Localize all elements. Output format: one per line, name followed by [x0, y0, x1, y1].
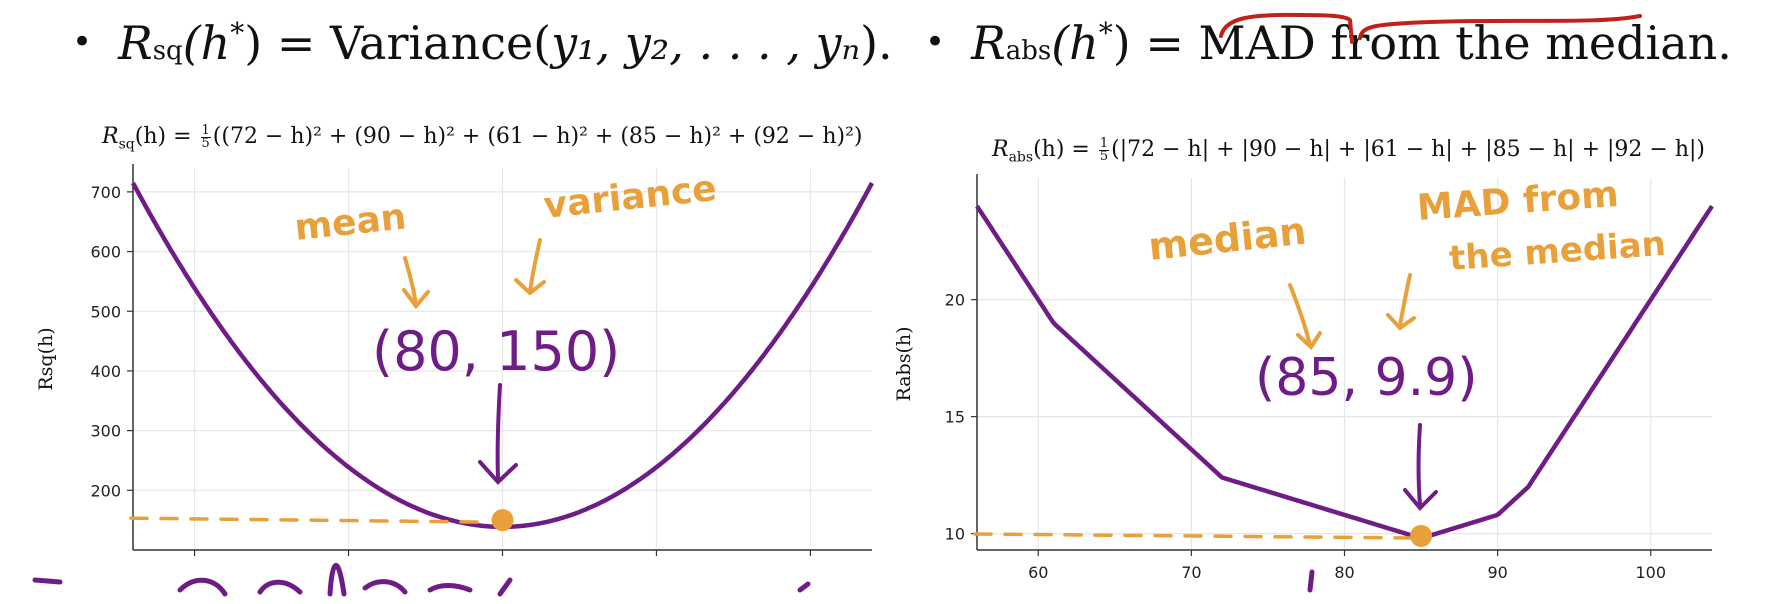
median-annotation: median — [1146, 209, 1308, 269]
min-guide-dashes — [129, 516, 493, 524]
arrow-median — [1288, 283, 1322, 351]
point-annotation-right: (85, 9.9) — [1255, 348, 1478, 408]
y-axis-label: Rsq(h) — [35, 327, 57, 390]
minimum-point — [491, 509, 514, 532]
y-tick-label: 400 — [90, 362, 121, 381]
arrow-variance — [514, 238, 546, 296]
arrow-mean — [402, 256, 430, 310]
y-tick-label: 200 — [90, 481, 121, 500]
mean-annotation: mean — [293, 196, 409, 248]
x-tick-label: 60 — [1028, 563, 1048, 582]
y-tick-label: 20 — [945, 291, 965, 310]
min-guide-dashes — [973, 532, 1411, 540]
rsq-arg: (h*) — [182, 16, 263, 70]
mad-annotation-line1: MAD from — [1416, 174, 1620, 229]
y-tick-label: 700 — [90, 183, 121, 202]
rsq-rhs-end: ). — [860, 16, 893, 70]
risk-curve — [975, 204, 1714, 541]
y-tick-label: 300 — [90, 422, 121, 441]
chart-title-left: Rsq(h) = 1 5 ((72 − h)² + (90 − h)² + (61 … — [102, 122, 863, 153]
chart-right: 10 15 20 60 70 80 90 100 Rabs(h) — [893, 174, 1714, 582]
arrow-mad — [1386, 273, 1416, 331]
rsq-symbol: R — [118, 16, 153, 70]
rabs-rhs: = MAD from the median. — [1145, 16, 1732, 70]
x-tick-label: 80 — [1334, 563, 1354, 582]
red-underline-mark — [1219, 12, 1354, 44]
y-axis-label: Rabs(h) — [893, 326, 915, 401]
rsq-subscript: sq — [152, 36, 183, 66]
rsq-rhs-args: y₁, y₂, . . . , yₙ — [551, 16, 861, 70]
minimum-point — [1410, 524, 1433, 547]
bullet-marker: • — [925, 22, 946, 62]
annotations-right: median MAD from the median (85, 9.9) — [1146, 174, 1667, 511]
annotations-left: mean variance (80, 150) — [293, 168, 719, 485]
x-tick-label: 70 — [1181, 563, 1201, 582]
x-tick-label: 90 — [1487, 563, 1507, 582]
rsq-rhs: = Variance( — [276, 16, 552, 70]
arrow-to-minimum-right — [1403, 423, 1438, 511]
y-tick-label: 600 — [90, 243, 121, 262]
rabs-symbol: R — [971, 16, 1006, 70]
bullet-marker: • — [72, 22, 93, 62]
purple-handwriting-fragment — [797, 569, 1315, 593]
point-annotation: (80, 150) — [372, 320, 620, 383]
rabs-subscript: abs — [1005, 36, 1052, 66]
chart-title-right: Rabs(h) = 1 5 (|72 − h| + |90 − h| + |61 −… — [992, 135, 1706, 166]
red-underline-mark — [1358, 14, 1642, 40]
chart-left: 200 300 400 500 600 700 Rsq(h) — [35, 164, 874, 556]
variance-annotation: variance — [542, 168, 719, 227]
mad-annotation-line2: the median — [1448, 224, 1667, 279]
y-tick-label: 15 — [945, 408, 965, 427]
x-tick-label: 100 — [1635, 563, 1666, 582]
y-tick-label: 10 — [945, 525, 965, 544]
rabs-arg: (h*) — [1051, 16, 1131, 70]
y-tick-label: 500 — [90, 302, 121, 321]
arrow-to-minimum — [478, 383, 518, 485]
purple-handwriting-fragment — [32, 563, 513, 597]
